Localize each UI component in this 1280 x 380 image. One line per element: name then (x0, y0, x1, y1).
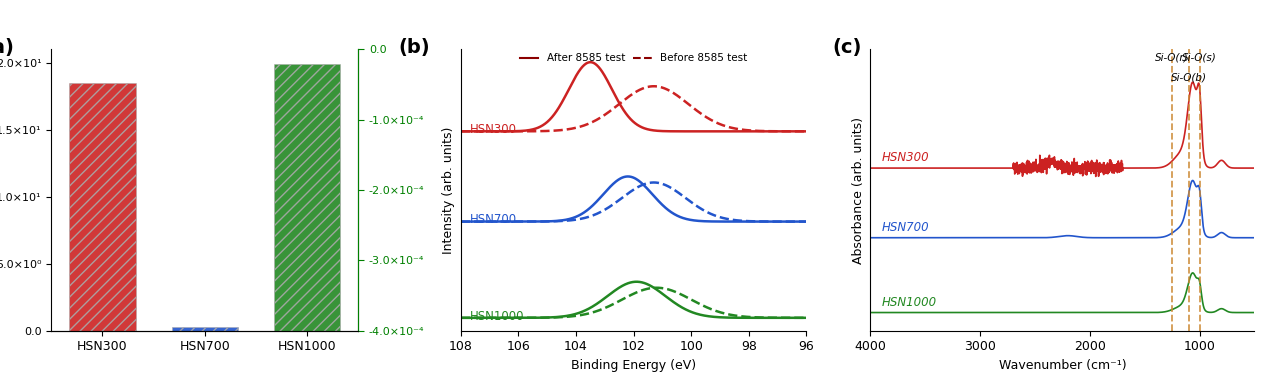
Bar (274, 64, 340, 331)
Text: (b): (b) (398, 38, 430, 57)
Text: (c): (c) (832, 38, 861, 57)
Legend: After 8585 test, Before 8585 test: After 8585 test, Before 8585 test (516, 49, 751, 67)
Text: (a): (a) (0, 38, 14, 57)
Text: HSN700: HSN700 (882, 221, 929, 234)
Text: HSN700: HSN700 (470, 213, 517, 226)
X-axis label: Wavenumber (cm⁻¹): Wavenumber (cm⁻¹) (998, 359, 1126, 372)
Bar (172, 327, 238, 331)
Text: HSN1000: HSN1000 (470, 310, 524, 323)
Bar (69, 83, 136, 331)
Text: HSN300: HSN300 (470, 123, 516, 136)
Text: HSN300: HSN300 (882, 151, 929, 164)
Text: Si-O(b): Si-O(b) (1171, 72, 1207, 82)
Text: Si-O(r): Si-O(r) (1156, 52, 1189, 63)
Y-axis label: Intensity (arb. units): Intensity (arb. units) (443, 126, 456, 254)
Text: Si-O(s): Si-O(s) (1183, 52, 1217, 63)
Y-axis label: Absorbance (arb. units): Absorbance (arb. units) (852, 117, 865, 263)
X-axis label: Binding Energy (eV): Binding Energy (eV) (571, 359, 696, 372)
Text: HSN1000: HSN1000 (882, 296, 937, 309)
